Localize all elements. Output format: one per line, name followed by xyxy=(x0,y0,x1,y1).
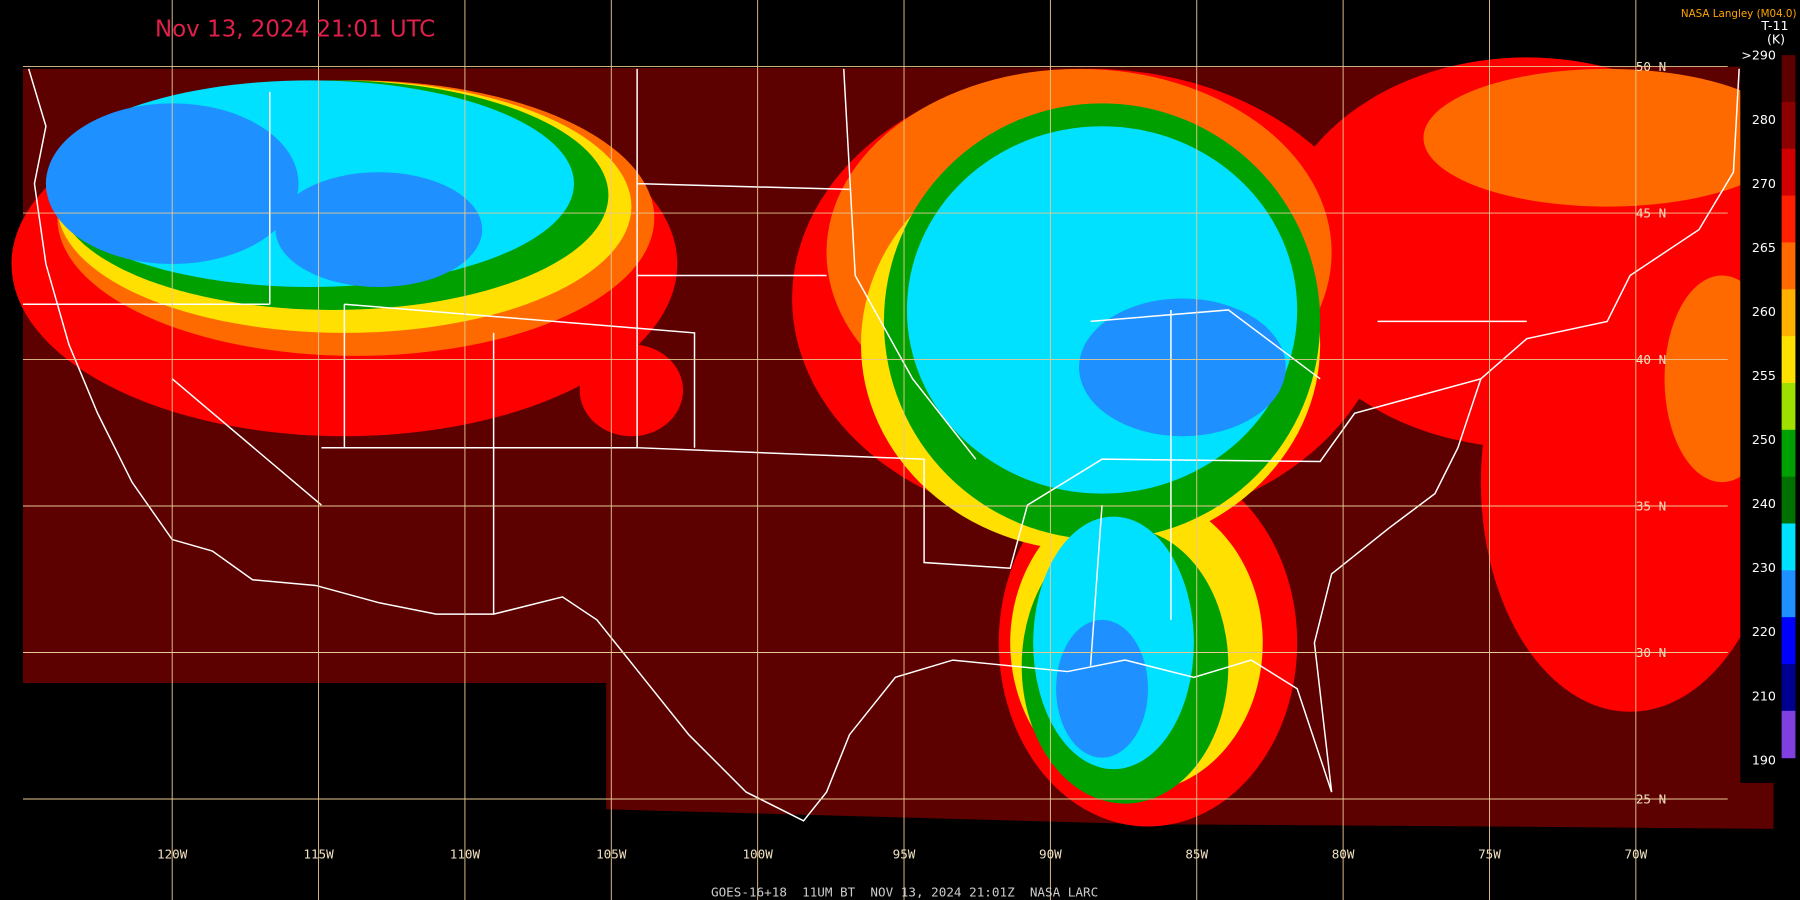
cloud-field xyxy=(11,57,1791,827)
legend-swatch xyxy=(1781,663,1796,712)
longitude-label: 110W xyxy=(450,847,481,862)
legend-label: 230 xyxy=(1752,560,1776,575)
legend-swatch xyxy=(1781,429,1796,478)
legend-swatch xyxy=(1781,476,1796,525)
legend-label: 220 xyxy=(1752,624,1776,639)
state-borders xyxy=(22,68,1527,666)
longitude-label: 115W xyxy=(303,847,334,862)
legend-swatch xyxy=(1781,55,1796,103)
timestamp-title: Nov 13, 2024 21:01 UTC xyxy=(155,17,435,43)
longitude-label: 105W xyxy=(596,847,627,862)
legend-swatch xyxy=(1781,289,1796,337)
legend-swatch xyxy=(1781,148,1796,197)
latitude-label: 45 N xyxy=(1636,206,1666,221)
lat-lon-grid: 120W 115W 110W 105W 100W 95W 90W 85W 80W 75W 70W 50… xyxy=(22,0,1728,900)
credit: NASA Langley (M04.0) xyxy=(1681,8,1797,20)
legend-label: 260 xyxy=(1752,304,1776,319)
legend-swatch xyxy=(1781,710,1796,759)
legend-label: 265 xyxy=(1752,240,1776,255)
legend-label: 250 xyxy=(1752,432,1776,447)
latitude-label: 35 N xyxy=(1636,499,1666,514)
cloud-blob xyxy=(1423,68,1791,207)
legend-swatch xyxy=(1781,617,1796,665)
legend-swatch xyxy=(1781,242,1796,290)
legend-label: 240 xyxy=(1752,496,1776,511)
color-legend: >290 280 270 265 260 255 250 240 230 220 210 190 xyxy=(1740,48,1800,783)
legend-swatch xyxy=(1781,570,1796,618)
legend-swatch xyxy=(1781,101,1796,150)
legend-label: 190 xyxy=(1752,752,1776,767)
longitude-label: 120W xyxy=(157,847,188,862)
legend-swatch xyxy=(1781,382,1796,431)
cloud-blob xyxy=(1056,619,1148,758)
cloud-blob xyxy=(1079,298,1286,437)
latitude-label: 50 N xyxy=(1636,59,1666,74)
latitude-label: 25 N xyxy=(1636,792,1666,807)
footer: GOES-16+18 11UM BT NOV 13, 2024 21:01Z N… xyxy=(711,885,1098,900)
legend-title: T-11 xyxy=(1760,18,1788,33)
longitude-label: 95W xyxy=(893,847,916,862)
longitude-label: 80W xyxy=(1332,847,1355,862)
longitude-label: 90W xyxy=(1039,847,1062,862)
legend-unit: (K) xyxy=(1767,32,1785,47)
latitude-label: 40 N xyxy=(1636,352,1666,367)
longitude-label: 100W xyxy=(742,847,773,862)
longitude-label: 85W xyxy=(1185,847,1208,862)
longitude-label: 70W xyxy=(1624,847,1647,862)
legend-label: 270 xyxy=(1752,176,1776,191)
latitude-label: 30 N xyxy=(1636,645,1666,660)
legend-label: 280 xyxy=(1752,112,1776,127)
cloud-blob xyxy=(579,344,684,437)
legend-swatch xyxy=(1781,195,1796,244)
longitude-label: 75W xyxy=(1478,847,1501,862)
legend-swatch xyxy=(1781,523,1796,571)
legend-label: 255 xyxy=(1752,368,1776,383)
cloud-blob xyxy=(275,172,483,287)
legend-swatch xyxy=(1781,336,1796,384)
legend-label: 210 xyxy=(1752,688,1776,703)
legend-label: >290 xyxy=(1741,48,1776,63)
